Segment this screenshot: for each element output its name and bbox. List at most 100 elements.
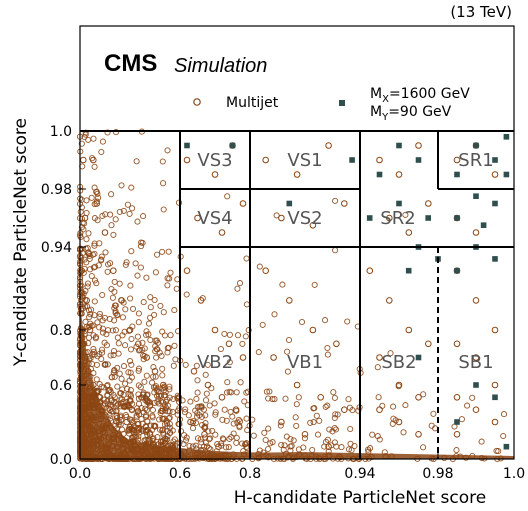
multijet-point: [83, 197, 90, 204]
multijet-point: [171, 307, 178, 314]
multijet-point: [96, 310, 103, 317]
multijet-point: [151, 311, 158, 318]
multijet-point: [135, 340, 142, 348]
multijet-point: [110, 267, 117, 275]
multijet-point: [472, 229, 480, 236]
signal-point: [503, 171, 510, 178]
multijet-point: [233, 439, 240, 446]
multijet-point: [127, 346, 135, 353]
multijet-point: [331, 439, 338, 446]
multijet-point: [415, 142, 422, 149]
signal-point: [492, 157, 498, 163]
multijet-point: [256, 263, 263, 270]
multijet-point: [203, 390, 210, 397]
experiment-label: CMS: [104, 50, 157, 77]
multijet-point: [83, 259, 90, 266]
multijet-point: [156, 416, 163, 423]
multijet-point: [112, 400, 119, 407]
multijet-point: [242, 333, 249, 340]
multijet-point: [202, 423, 209, 430]
multijet-point: [332, 247, 339, 254]
multijet-point: [314, 431, 322, 438]
multijet-point: [202, 371, 209, 378]
signal-point: [366, 215, 373, 221]
region-label-vs4: VS4: [197, 208, 232, 229]
multijet-point: [150, 364, 157, 371]
multijet-point: [114, 364, 121, 371]
multijet-point: [147, 304, 154, 311]
multijet-point: [453, 431, 461, 438]
legend: Multijet MX=1600 GeV MY=90 GeV: [193, 86, 470, 123]
multijet-point: [116, 280, 123, 287]
multijet-point: [142, 394, 149, 401]
multijet-point: [93, 376, 100, 383]
multijet-point: [317, 394, 325, 401]
legend-signal-label-line1: MX=1600 GeV: [370, 86, 470, 105]
multijet-point: [159, 248, 166, 255]
signal-point: [454, 171, 460, 178]
multijet-point: [78, 204, 85, 211]
multijet-point: [197, 436, 204, 443]
multijet-point: [293, 381, 301, 389]
multijet-point: [135, 365, 143, 372]
multijet-point: [134, 421, 141, 428]
multijet-point: [491, 171, 499, 178]
multijet-point: [122, 403, 129, 410]
multijet-point: [143, 427, 150, 434]
multijet-point: [135, 400, 143, 407]
multijet-point: [88, 272, 95, 280]
multijet-point: [233, 389, 240, 396]
multijet-point: [86, 255, 93, 262]
multijet-point: [98, 253, 105, 260]
multijet-point: [271, 396, 278, 403]
multijet-point: [112, 327, 119, 334]
multijet-point: [338, 444, 345, 451]
multijet-point: [295, 446, 302, 453]
multijet-point: [152, 422, 159, 429]
multijet-point: [129, 305, 137, 312]
multijet-point: [110, 347, 118, 355]
multijet-point: [127, 393, 135, 400]
region-label-sb2: SB2: [381, 352, 416, 373]
multijet-point: [193, 362, 200, 369]
multijet-point: [85, 307, 93, 314]
multijet-point: [86, 266, 94, 273]
multijet-point: [265, 395, 272, 402]
multijet-point: [125, 426, 132, 434]
multijet-point: [293, 171, 301, 178]
multijet-point: [159, 426, 166, 433]
signal-point: [405, 267, 412, 274]
multijet-point: [162, 398, 170, 405]
signal-point: [376, 171, 383, 178]
multijet-point: [194, 410, 201, 417]
signal-point: [396, 142, 402, 149]
multijet-point: [209, 427, 216, 434]
multijet-point: [171, 342, 178, 349]
multijet-point: [225, 444, 232, 451]
multijet-point: [215, 443, 222, 451]
multijet-point: [259, 321, 266, 328]
multijet-point: [290, 437, 297, 444]
plot-frame: [79, 25, 515, 460]
multijet-point: [104, 268, 111, 275]
multijet-point: [183, 156, 191, 164]
multijet-point: [229, 413, 236, 420]
multijet-point: [91, 184, 98, 191]
multijet-point: [194, 377, 201, 384]
multijet-dense-core: [80, 300, 514, 459]
multijet-point: [292, 414, 299, 421]
multijet-point: [143, 328, 150, 335]
multijet-point: [104, 361, 111, 368]
multijet-point: [165, 248, 172, 255]
multijet-point: [263, 388, 270, 395]
multijet-point: [233, 434, 240, 441]
multijet-point: [237, 418, 244, 425]
signal-point: [229, 142, 236, 149]
region-label-vs1: VS1: [287, 150, 322, 171]
multijet-point: [415, 431, 422, 438]
multijet-point: [200, 406, 207, 413]
multijet-point: [99, 325, 106, 332]
multijet-point: [98, 148, 105, 156]
multijet-point: [94, 319, 101, 326]
multijet-point: [374, 433, 381, 440]
